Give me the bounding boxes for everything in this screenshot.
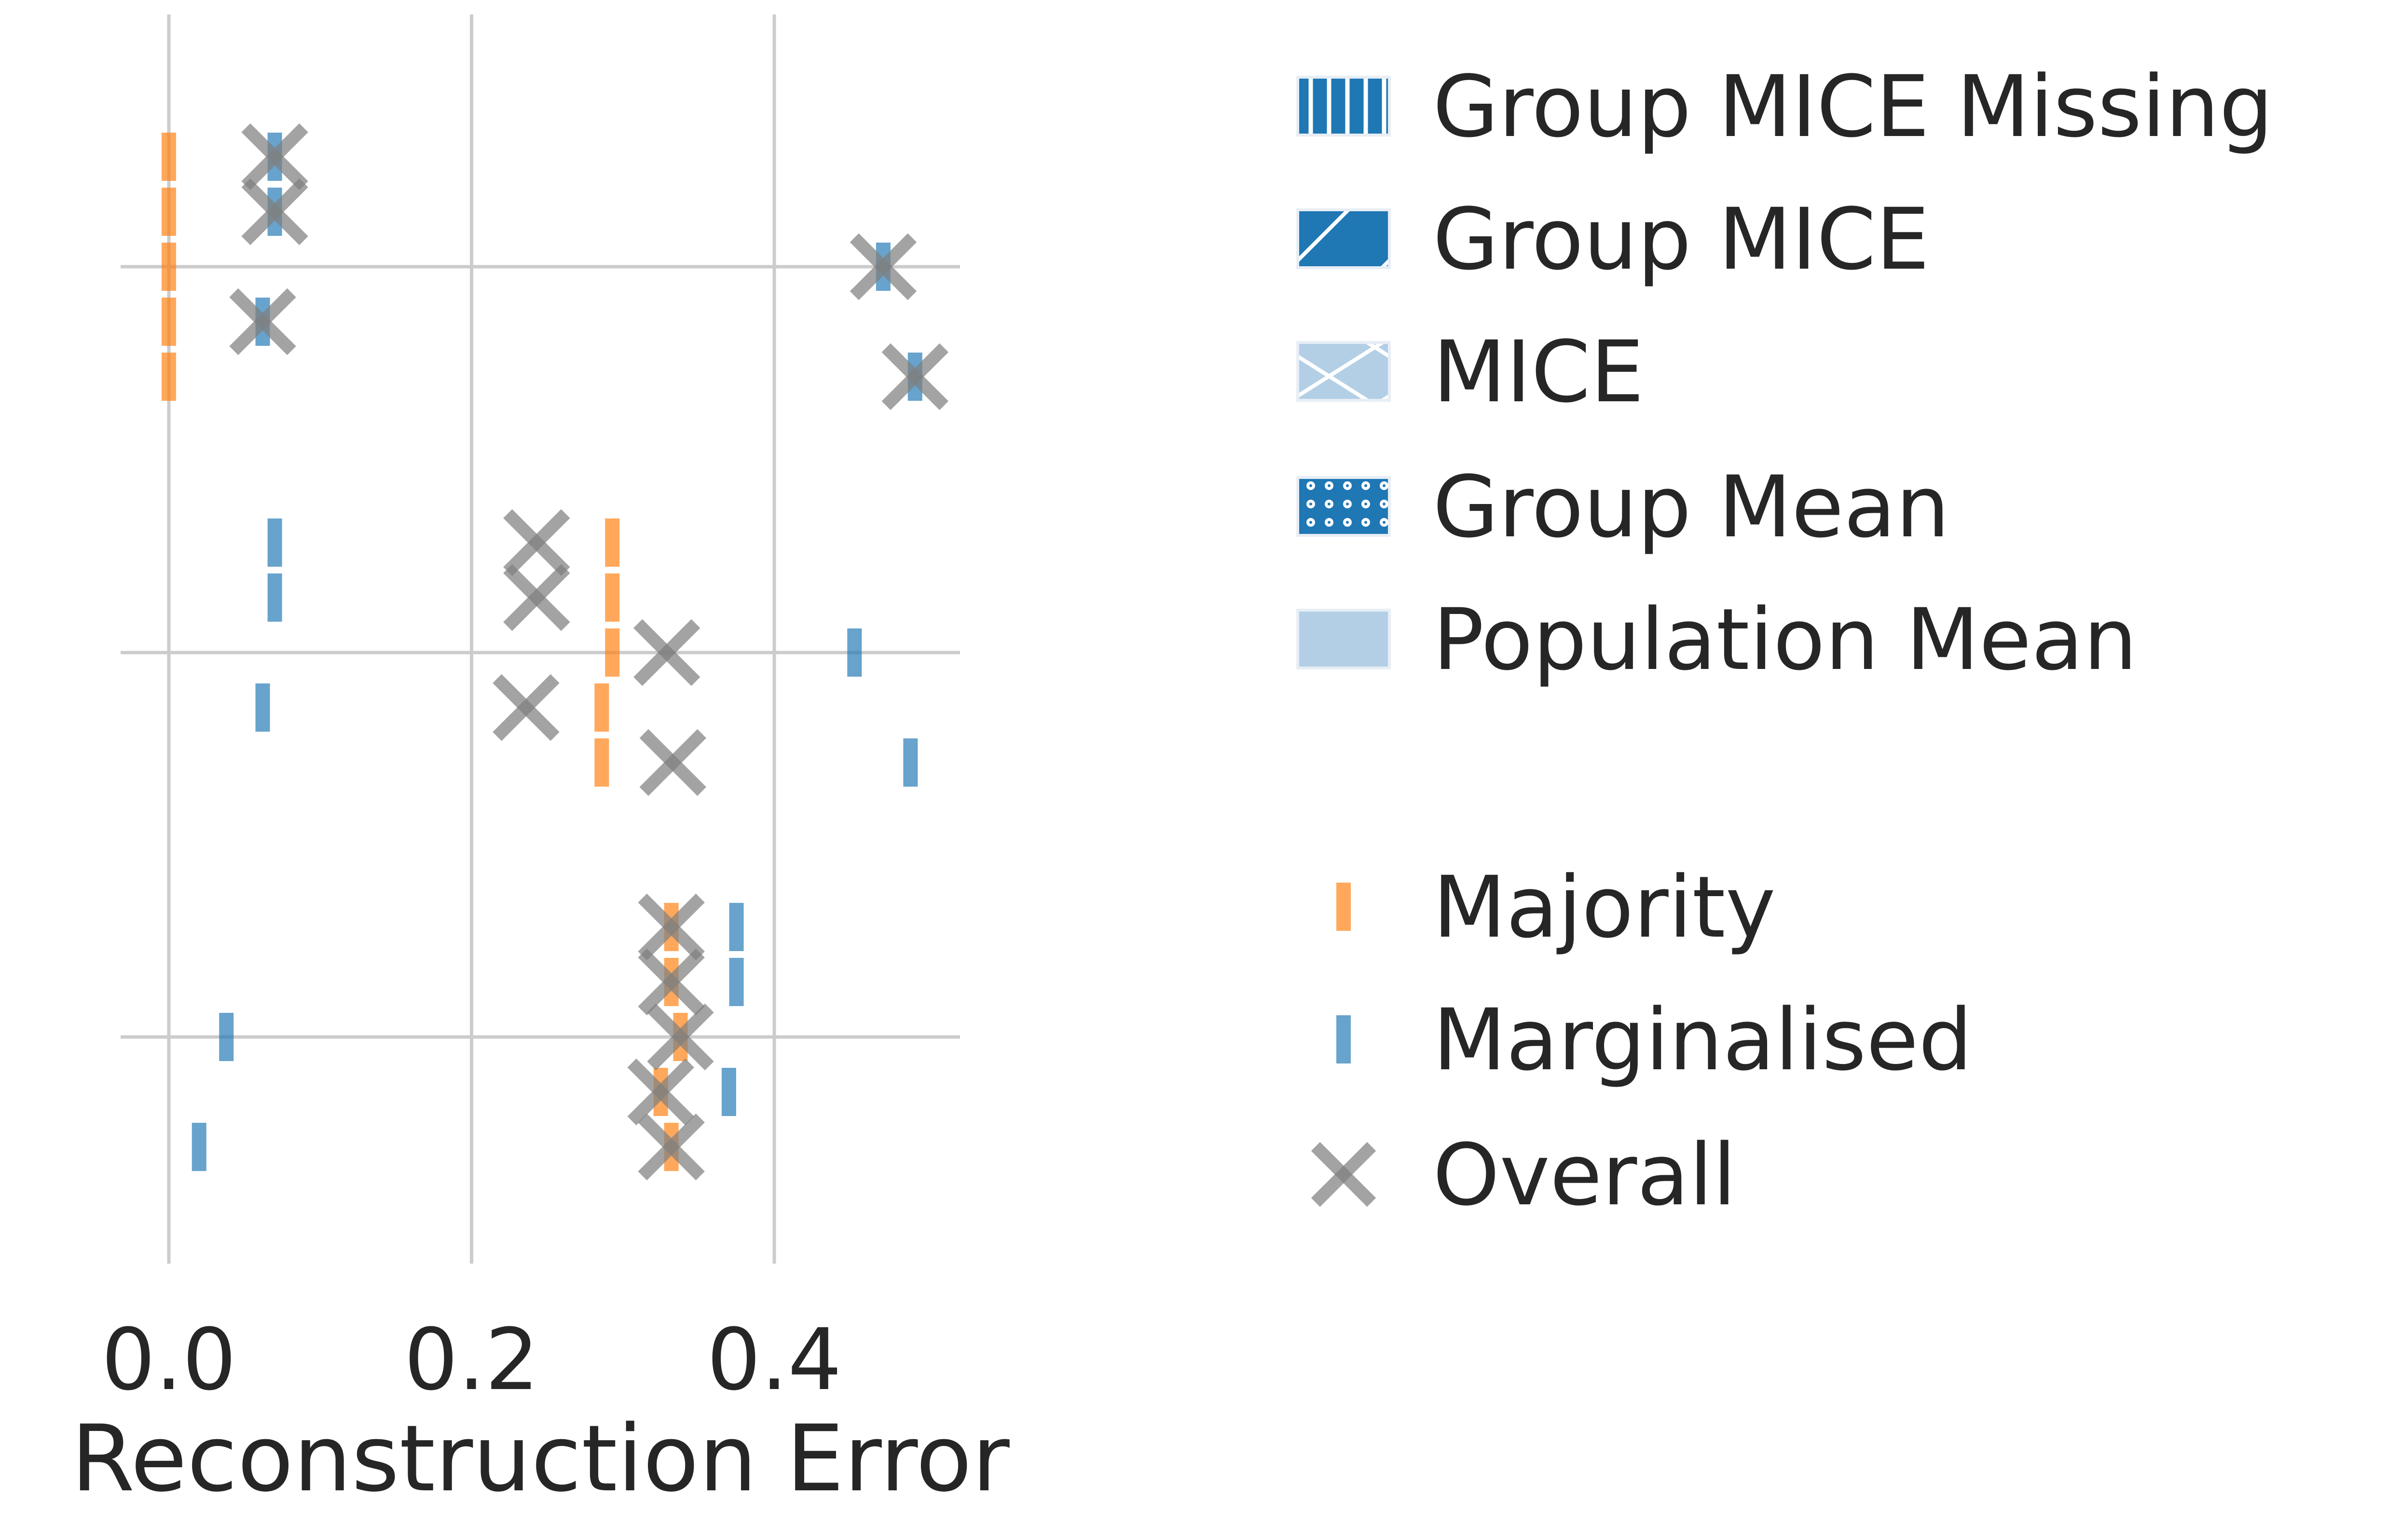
marginalised-marker-r1-m4 bbox=[903, 738, 918, 787]
legend-label-group-mice: Group MICE bbox=[1433, 190, 1930, 289]
overall-marker-r0-m1 bbox=[241, 178, 308, 245]
majority-marker-r1-m2 bbox=[605, 628, 620, 677]
marginalised-marker-r2-m3 bbox=[721, 1068, 736, 1116]
legend-label-mice: MICE bbox=[1433, 323, 1644, 422]
majority-marker-r1-m4 bbox=[594, 738, 609, 787]
overall-marker-r1-m1 bbox=[503, 564, 570, 631]
majority-marker-r0-m3 bbox=[162, 298, 176, 346]
legend-marker-overall bbox=[1311, 1142, 1376, 1207]
legend-label-population-mean: Population Mean bbox=[1433, 590, 2137, 689]
legend: Group MICE Missing Group MICE MICE Group Me… bbox=[1296, 57, 2273, 1225]
marginalised-marker-r1-m0 bbox=[267, 518, 282, 567]
legend-label-group-mice-missing: Group MICE Missing bbox=[1433, 57, 2273, 156]
legend-marker-marginalised bbox=[1336, 1015, 1351, 1063]
overall-marker-r2-m0 bbox=[638, 893, 705, 961]
majority-marker-r1-m0 bbox=[605, 518, 620, 567]
marks-layer bbox=[162, 123, 948, 1181]
legend-swatch-population-mean bbox=[1296, 609, 1391, 669]
marginalised-marker-r2-m0 bbox=[729, 903, 744, 951]
majority-marker-r0-m2 bbox=[162, 243, 176, 291]
overall-marker-r0-m3 bbox=[229, 288, 296, 355]
legend-marker-majority bbox=[1336, 883, 1351, 931]
overall-marker-r1-m0 bbox=[503, 509, 570, 576]
overall-marker-r0-m2 bbox=[850, 233, 917, 300]
legend-label-majority: Majority bbox=[1433, 858, 1776, 957]
legend-swatch-group-mean bbox=[1296, 476, 1391, 537]
overall-marker-r2-m3 bbox=[627, 1058, 694, 1126]
legend-label-overall: Overall bbox=[1433, 1126, 1736, 1225]
overall-marker-r0-m0 bbox=[241, 123, 308, 191]
majority-marker-r0-m0 bbox=[162, 133, 176, 181]
grid-layer bbox=[121, 14, 960, 1264]
majority-marker-r1-m3 bbox=[594, 683, 609, 732]
overall-marker-r1-m3 bbox=[493, 674, 560, 741]
legend-swatch-mice bbox=[1296, 341, 1391, 402]
marginalised-marker-r2-m2 bbox=[219, 1013, 234, 1061]
x-tick-label-0: 0.0 bbox=[101, 1310, 236, 1409]
legend-swatch-group-mice-missing bbox=[1296, 76, 1391, 136]
x-tick-label-1: 0.2 bbox=[404, 1310, 539, 1409]
legend-swatch-group-mice bbox=[1296, 208, 1391, 269]
majority-marker-r0-m4 bbox=[162, 353, 176, 401]
x-axis-label: Reconstruction Error bbox=[71, 1405, 1010, 1512]
marginalised-marker-r2-m1 bbox=[729, 958, 744, 1006]
x-tick-label-2: 0.4 bbox=[707, 1310, 842, 1409]
overall-marker-r0-m4 bbox=[881, 343, 948, 410]
overall-marker-r1-m4 bbox=[639, 729, 706, 796]
majority-marker-r1-m1 bbox=[605, 573, 620, 622]
marginalised-marker-r2-m4 bbox=[192, 1123, 206, 1171]
marginalised-marker-r1-m1 bbox=[267, 573, 282, 622]
legend-label-group-mean: Group Mean bbox=[1433, 458, 1949, 557]
majority-marker-r0-m1 bbox=[162, 188, 176, 236]
overall-marker-r2-m4 bbox=[638, 1113, 705, 1181]
overall-marker-r2-m2 bbox=[647, 1003, 714, 1071]
marginalised-marker-r1-m2 bbox=[847, 628, 862, 677]
legend-label-marginalised: Marginalised bbox=[1433, 991, 1972, 1090]
overall-marker-r1-m2 bbox=[633, 619, 700, 686]
marginalised-marker-r1-m3 bbox=[255, 683, 270, 732]
overall-marker-r2-m1 bbox=[638, 948, 705, 1016]
